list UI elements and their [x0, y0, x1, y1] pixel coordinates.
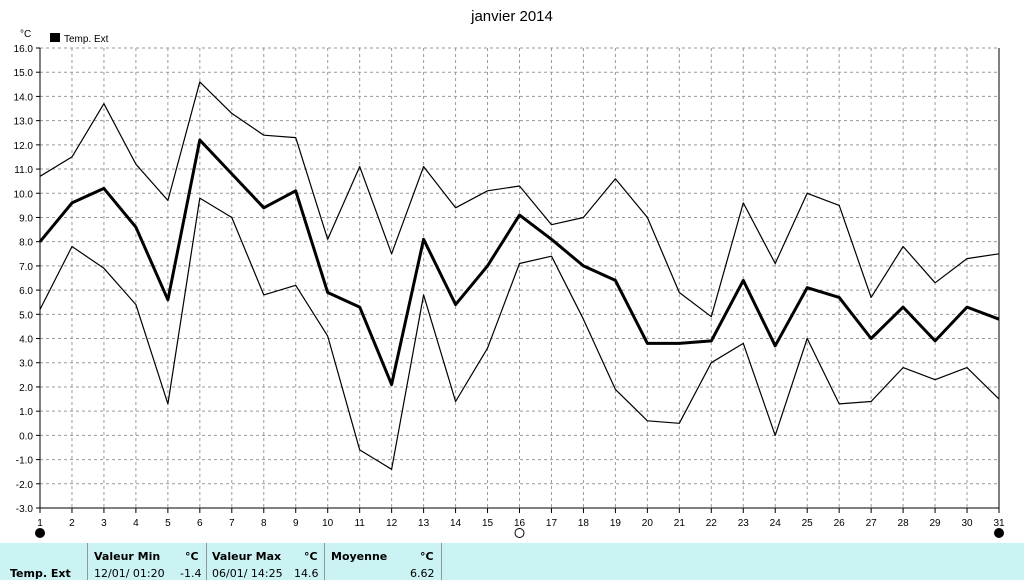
y-tick-label: 2.0 — [19, 383, 33, 394]
y-tick-label: 16.0 — [14, 44, 34, 55]
x-tick-label: 4 — [133, 518, 139, 529]
x-tick-label: 17 — [546, 518, 558, 529]
new-moon-icon — [994, 528, 1004, 538]
y-tick-label: 8.0 — [19, 238, 33, 249]
y-tick-label: 7.0 — [19, 262, 33, 273]
y-unit-label: °C — [20, 29, 31, 40]
summary-separator — [324, 543, 325, 580]
grid — [39, 47, 1000, 509]
min-unit: °C — [185, 550, 199, 563]
temperature-chart: janvier 2014 °C Temp. Ext -3.0 -2.0 -1.0 0.… — [14, 8, 1005, 538]
y-tick-label: 14.0 — [14, 92, 34, 103]
x-tick-label: 27 — [866, 518, 878, 529]
x-tick-label: 2 — [69, 518, 75, 529]
x-tick-label: 11 — [354, 518, 365, 529]
x-tick-label: 28 — [898, 518, 910, 529]
x-tick-label: 8 — [261, 518, 267, 529]
max-header: Valeur Max — [212, 550, 282, 563]
y-tick-label: 3.0 — [19, 359, 33, 370]
x-tick-label: 5 — [165, 518, 171, 529]
x-tick-label: 29 — [930, 518, 942, 529]
x-tick-label: 12 — [386, 518, 398, 529]
x-tick-label: 26 — [834, 518, 846, 529]
y-tick-label: 1.0 — [19, 407, 33, 418]
x-tick-label: 7 — [229, 518, 235, 529]
max-unit: °C — [304, 550, 318, 563]
mean-value: 6.62 — [410, 567, 435, 580]
moon-phase-markers — [35, 528, 1004, 538]
summary-separator — [441, 543, 442, 580]
y-tick-label: 9.0 — [19, 213, 33, 224]
y-tick-label: 5.0 — [19, 310, 33, 321]
summary-separator — [206, 543, 207, 580]
y-tick-label: 12.0 — [14, 141, 34, 152]
mean-unit: °C — [420, 550, 434, 563]
y-tick-label: -2.0 — [16, 480, 34, 491]
min-time: 12/01/ 01:20 — [94, 567, 165, 580]
axes: -3.0 -2.0 -1.0 0.0 1.0 2.0 3.0 4.0 5.0 6.0 7.0 8.0 9… — [14, 44, 1005, 529]
y-tick-label: 13.0 — [14, 117, 34, 128]
min-header: Valeur Min — [94, 550, 161, 563]
full-moon-icon — [514, 528, 525, 538]
summary-separator — [87, 543, 88, 580]
x-tick-label: 10 — [322, 518, 334, 529]
legend-label: Temp. Ext — [64, 34, 109, 45]
x-tick-label: 25 — [802, 518, 814, 529]
y-tick-label: 0.0 — [19, 431, 33, 442]
x-tick-label: 30 — [961, 518, 973, 529]
chart-title: janvier 2014 — [470, 8, 553, 25]
x-tick-label: 19 — [610, 518, 622, 529]
y-tick-label: -1.0 — [16, 456, 34, 467]
legend-swatch — [50, 33, 60, 42]
x-tick-label: 1 — [37, 518, 43, 529]
x-tick-label: 6 — [197, 518, 203, 529]
y-tick-label: 15.0 — [14, 68, 34, 79]
x-tick-label: 18 — [578, 518, 590, 529]
x-tick-label: 23 — [738, 518, 750, 529]
summary-row-label: Temp. Ext — [10, 567, 71, 580]
x-tick-label: 13 — [418, 518, 430, 529]
x-tick-label: 31 — [993, 518, 1005, 529]
max-time: 06/01/ 14:25 — [212, 567, 283, 580]
mean-header: Moyenne — [331, 550, 388, 563]
x-tick-label: 15 — [482, 518, 494, 529]
min-value: -1.4 — [180, 567, 202, 580]
x-tick-label: 3 — [101, 518, 107, 529]
summary-bar: Temp. Ext Valeur Min °C 12/01/ 01:20 -1.… — [0, 543, 1024, 580]
series-lines — [38, 81, 1000, 470]
y-tick-label: -3.0 — [16, 504, 34, 515]
new-moon-icon — [35, 528, 45, 538]
x-tick-label: 16 — [514, 518, 526, 529]
x-tick-label: 14 — [450, 518, 462, 529]
y-tick-label: 6.0 — [19, 286, 33, 297]
y-tick-label: 11.0 — [14, 165, 33, 176]
x-tick-label: 22 — [706, 518, 718, 529]
x-tick-label: 24 — [770, 518, 782, 529]
x-tick-label: 21 — [674, 518, 686, 529]
y-tick-label: 4.0 — [19, 335, 33, 346]
x-tick-label: 20 — [642, 518, 654, 529]
x-tick-label: 9 — [293, 518, 299, 529]
y-tick-label: 10.0 — [14, 189, 34, 200]
max-value: 14.6 — [294, 567, 319, 580]
